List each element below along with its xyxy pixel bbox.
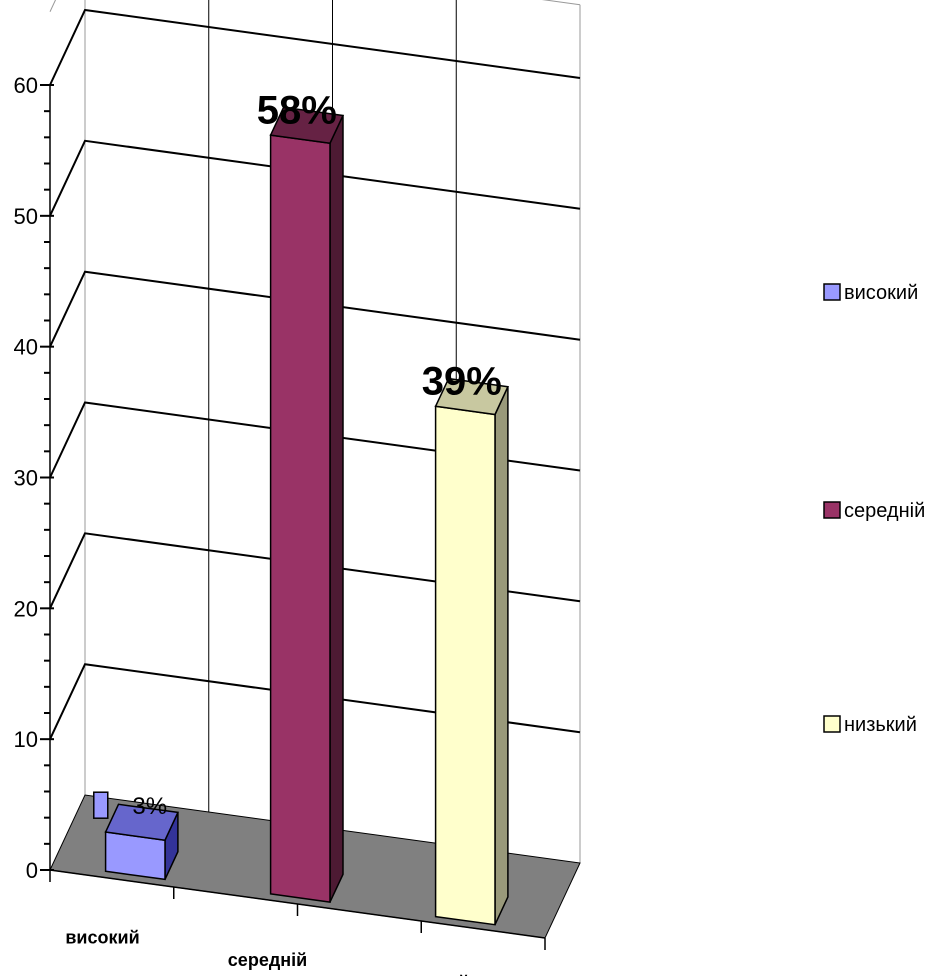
bar-side-face: [329, 115, 344, 903]
legend-entry: високий: [823, 282, 918, 304]
data-label: 58%: [257, 88, 337, 132]
data-label: 3%: [132, 793, 167, 820]
horizontal-gridline: [49, 663, 581, 740]
side-wall-top-edge: [49, 0, 57, 12]
y-tick-label: 50: [14, 204, 38, 229]
x-tick-label: високий: [65, 927, 139, 947]
bar-front-face: [434, 405, 496, 926]
horizontal-gridline: [49, 8, 581, 86]
bar-3: [434, 377, 510, 926]
bar-1: [104, 803, 180, 881]
y-tick-label: 0: [26, 858, 38, 883]
y-tick-label: 20: [14, 596, 38, 621]
legend-entry: середній: [823, 500, 925, 522]
bars: [104, 106, 510, 926]
y-tick-label: 60: [14, 73, 38, 98]
data-label-legend-key: [93, 791, 109, 819]
data-labels: 3% 58% 39%: [93, 88, 502, 820]
horizontal-gridline: [49, 401, 581, 478]
x-tick-label: середній: [228, 950, 307, 970]
bar-top-face: [434, 377, 510, 416]
legend-swatch: [823, 501, 841, 519]
bar-front-face: [269, 134, 331, 903]
horizontal-gridline: [49, 270, 581, 348]
horizontal-gridline: [49, 532, 581, 609]
y-tick-label: 40: [14, 335, 38, 360]
legend-label: низький: [844, 714, 917, 736]
legend-swatch: [823, 283, 841, 301]
legend-label: високий: [844, 282, 918, 304]
legend-swatch: [823, 715, 841, 733]
y-axis: 0 10 20 30 40 50 60: [14, 73, 54, 883]
x-axis-labels: високий середній низький: [49, 869, 546, 976]
horizontal-gridline: [49, 139, 581, 217]
bar-top-face: [269, 106, 345, 145]
bar-top-face: [104, 803, 180, 842]
legend: високий середній низький: [823, 282, 925, 736]
y-tick-label: 30: [14, 466, 38, 491]
data-label: 39%: [422, 360, 502, 404]
legend-label: середній: [844, 500, 925, 522]
bar-side-face: [494, 386, 509, 926]
x-tick-label: низький: [396, 973, 469, 976]
legend-entry: низький: [823, 714, 917, 736]
bar-2: [269, 106, 345, 903]
y-tick-label: 10: [14, 727, 38, 752]
x-axis-line: [49, 869, 546, 939]
